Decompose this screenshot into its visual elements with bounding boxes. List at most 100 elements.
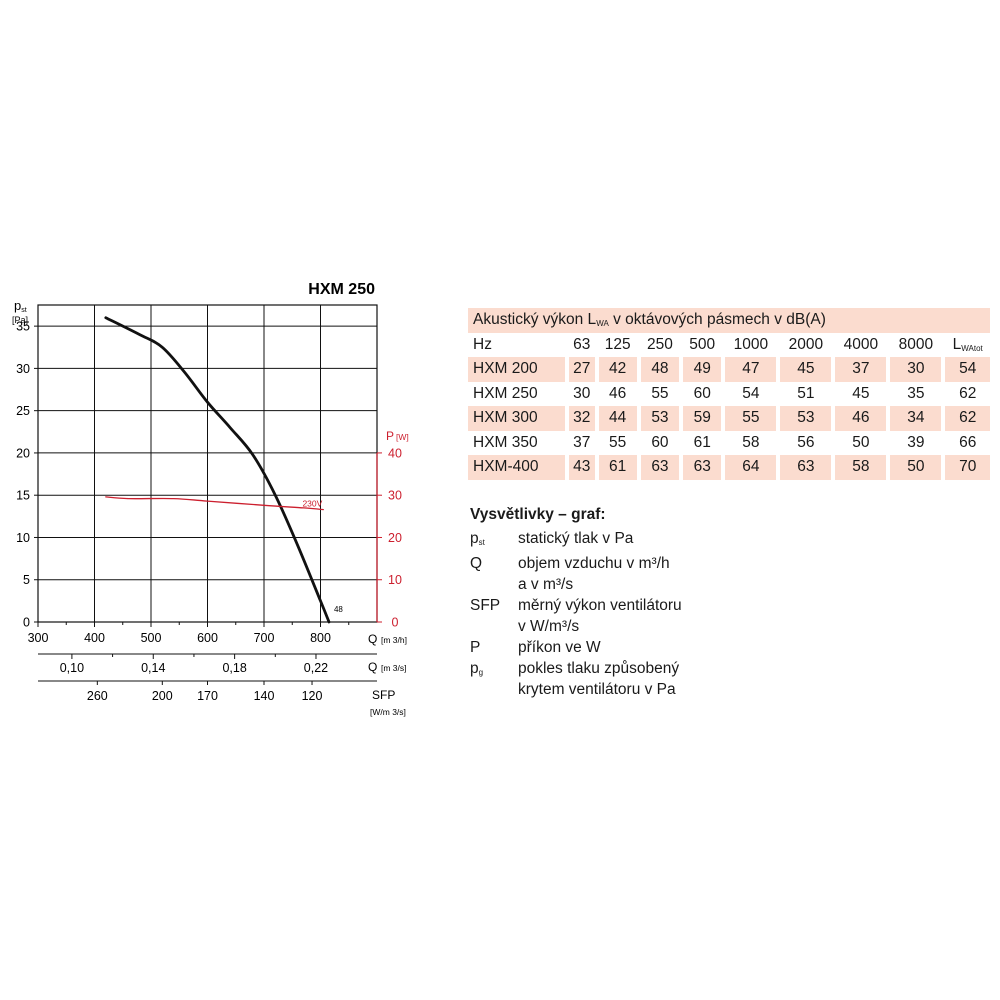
cell-gap xyxy=(565,455,569,480)
row-total: 62 xyxy=(959,384,977,402)
cell-gap xyxy=(721,332,726,357)
row-value: 45 xyxy=(780,357,832,382)
cell-gap xyxy=(594,430,599,455)
cell-gap xyxy=(831,406,836,431)
row-value: 49 xyxy=(683,357,722,382)
cell-gap xyxy=(721,381,726,406)
row-value: 53 xyxy=(640,406,680,431)
table-row: HXM 250 30 46 55 60 54 51 45 35 62 xyxy=(468,381,990,406)
y2-tick-label: 20 xyxy=(388,531,402,545)
cell-gap xyxy=(721,406,726,431)
x-axis-unit: [m 3/h] xyxy=(381,635,407,645)
cell-gap xyxy=(565,406,569,431)
y-axis-label: pst xyxy=(14,298,27,314)
cell-gap xyxy=(679,455,684,480)
y-tick-label: 30 xyxy=(16,362,30,376)
row-value: 63 xyxy=(780,455,832,480)
row-value: 30 xyxy=(890,357,942,382)
row-value: 34 xyxy=(890,406,942,431)
cell-gap xyxy=(941,357,946,382)
cell-gap xyxy=(721,357,726,382)
cell-gap xyxy=(594,357,599,382)
row-value: 56 xyxy=(797,433,815,451)
y2-tick-label: 0 xyxy=(392,616,399,630)
y-axis-unit: [Pa] xyxy=(12,315,28,325)
row-model: HXM 200 xyxy=(468,357,565,382)
row-value: 39 xyxy=(907,433,925,451)
header-band: 125 xyxy=(604,335,631,353)
legend-title: Vysvětlivky – graf: xyxy=(470,506,606,523)
cell-gap xyxy=(941,381,946,406)
cell-gap xyxy=(679,406,684,431)
x-tick-label: 600 xyxy=(197,631,218,645)
chart-legend: Vysvětlivky – graf: pst statický tlak v P… xyxy=(470,506,990,700)
row-value: 55 xyxy=(651,384,669,402)
cell-gap xyxy=(941,332,946,357)
cell-gap xyxy=(831,455,836,480)
row-value: 27 xyxy=(569,357,595,382)
cell-gap xyxy=(721,430,726,455)
x-axis-sfp-label: SFP xyxy=(372,688,395,702)
row-value: 35 xyxy=(907,384,925,402)
row-value: 54 xyxy=(742,384,760,402)
row-value: 42 xyxy=(598,357,637,382)
row-value: 37 xyxy=(573,433,591,451)
cell-gap xyxy=(831,381,836,406)
x-axis-sfp-unit: [W/m 3/s] xyxy=(370,707,406,717)
cell-gap xyxy=(886,406,891,431)
cell-gap xyxy=(941,430,946,455)
row-value: 61 xyxy=(693,433,711,451)
header-band: 250 xyxy=(647,335,673,353)
header-band: 1000 xyxy=(733,335,769,353)
legend-item: SFP měrný výkon ventilátoru v W/m³/s xyxy=(470,595,990,637)
cell-gap xyxy=(941,406,946,431)
table-row: HXM-400 43 61 63 63 64 63 58 50 70 xyxy=(468,455,990,480)
row-value: 53 xyxy=(780,406,832,431)
cell-gap xyxy=(636,430,641,455)
row-value: 51 xyxy=(797,384,815,402)
legend-item: pst statický tlak v Pa xyxy=(470,528,990,553)
chart-svg: 0 5 10 15 20 25 30 35 0 10 20 30 40 300 400 500 600 700 80… xyxy=(12,281,409,717)
cell-gap xyxy=(636,381,641,406)
axis-ticks: 0 5 10 15 20 25 30 35 0 10 20 30 40 300 400 500 600 700 80… xyxy=(16,320,402,703)
x-m3s-tick-label: 0,10 xyxy=(60,661,84,675)
chart-title: HXM 250 xyxy=(308,281,375,298)
cell-gap xyxy=(679,357,684,382)
table-header-row: Hz 63 125 250 500 1000 2000 4000 8000 LWAtot xyxy=(468,332,990,357)
row-value: 60 xyxy=(693,384,711,402)
x-sfp-tick-label: 200 xyxy=(152,689,173,703)
header-hz: Hz xyxy=(473,335,492,353)
y-tick-label: 35 xyxy=(16,320,30,334)
cell-gap xyxy=(831,332,836,357)
row-value: 60 xyxy=(651,433,669,451)
legend-symbol: P xyxy=(470,639,481,656)
x-tick-label: 500 xyxy=(141,631,162,645)
cell-gap xyxy=(776,332,781,357)
x-m3s-tick-label: 0,14 xyxy=(141,661,165,675)
table-caption: Akustický výkon LWA v oktávových pásmech… xyxy=(468,308,990,333)
cell-gap xyxy=(565,357,569,382)
row-value: 63 xyxy=(640,455,680,480)
table-row: HXM 350 37 55 60 61 58 56 50 39 66 xyxy=(468,430,990,455)
legend-symbol: Q xyxy=(470,555,483,572)
curve-annotation: 48 xyxy=(334,605,343,614)
cell-gap xyxy=(886,332,891,357)
grid xyxy=(38,305,377,622)
row-value: 55 xyxy=(725,406,777,431)
cell-gap xyxy=(594,406,599,431)
row-value: 43 xyxy=(569,455,595,480)
cell-gap xyxy=(636,406,641,431)
y2-tick-label: 40 xyxy=(388,446,402,460)
x-axis-m3s-label: Q xyxy=(368,660,377,674)
row-value: 63 xyxy=(683,455,722,480)
row-value: 37 xyxy=(835,357,887,382)
x-sfp-tick-label: 120 xyxy=(302,689,323,703)
cell-gap xyxy=(776,455,781,480)
legend-description: příkon ve W xyxy=(518,639,601,656)
y2-axis-label: P xyxy=(386,429,394,443)
legend-description: měrný výkon ventilátoru v W/m³/s xyxy=(518,597,682,635)
cell-gap xyxy=(776,406,781,431)
header-band: 63 xyxy=(573,335,591,353)
row-model: HXM 300 xyxy=(468,406,565,431)
